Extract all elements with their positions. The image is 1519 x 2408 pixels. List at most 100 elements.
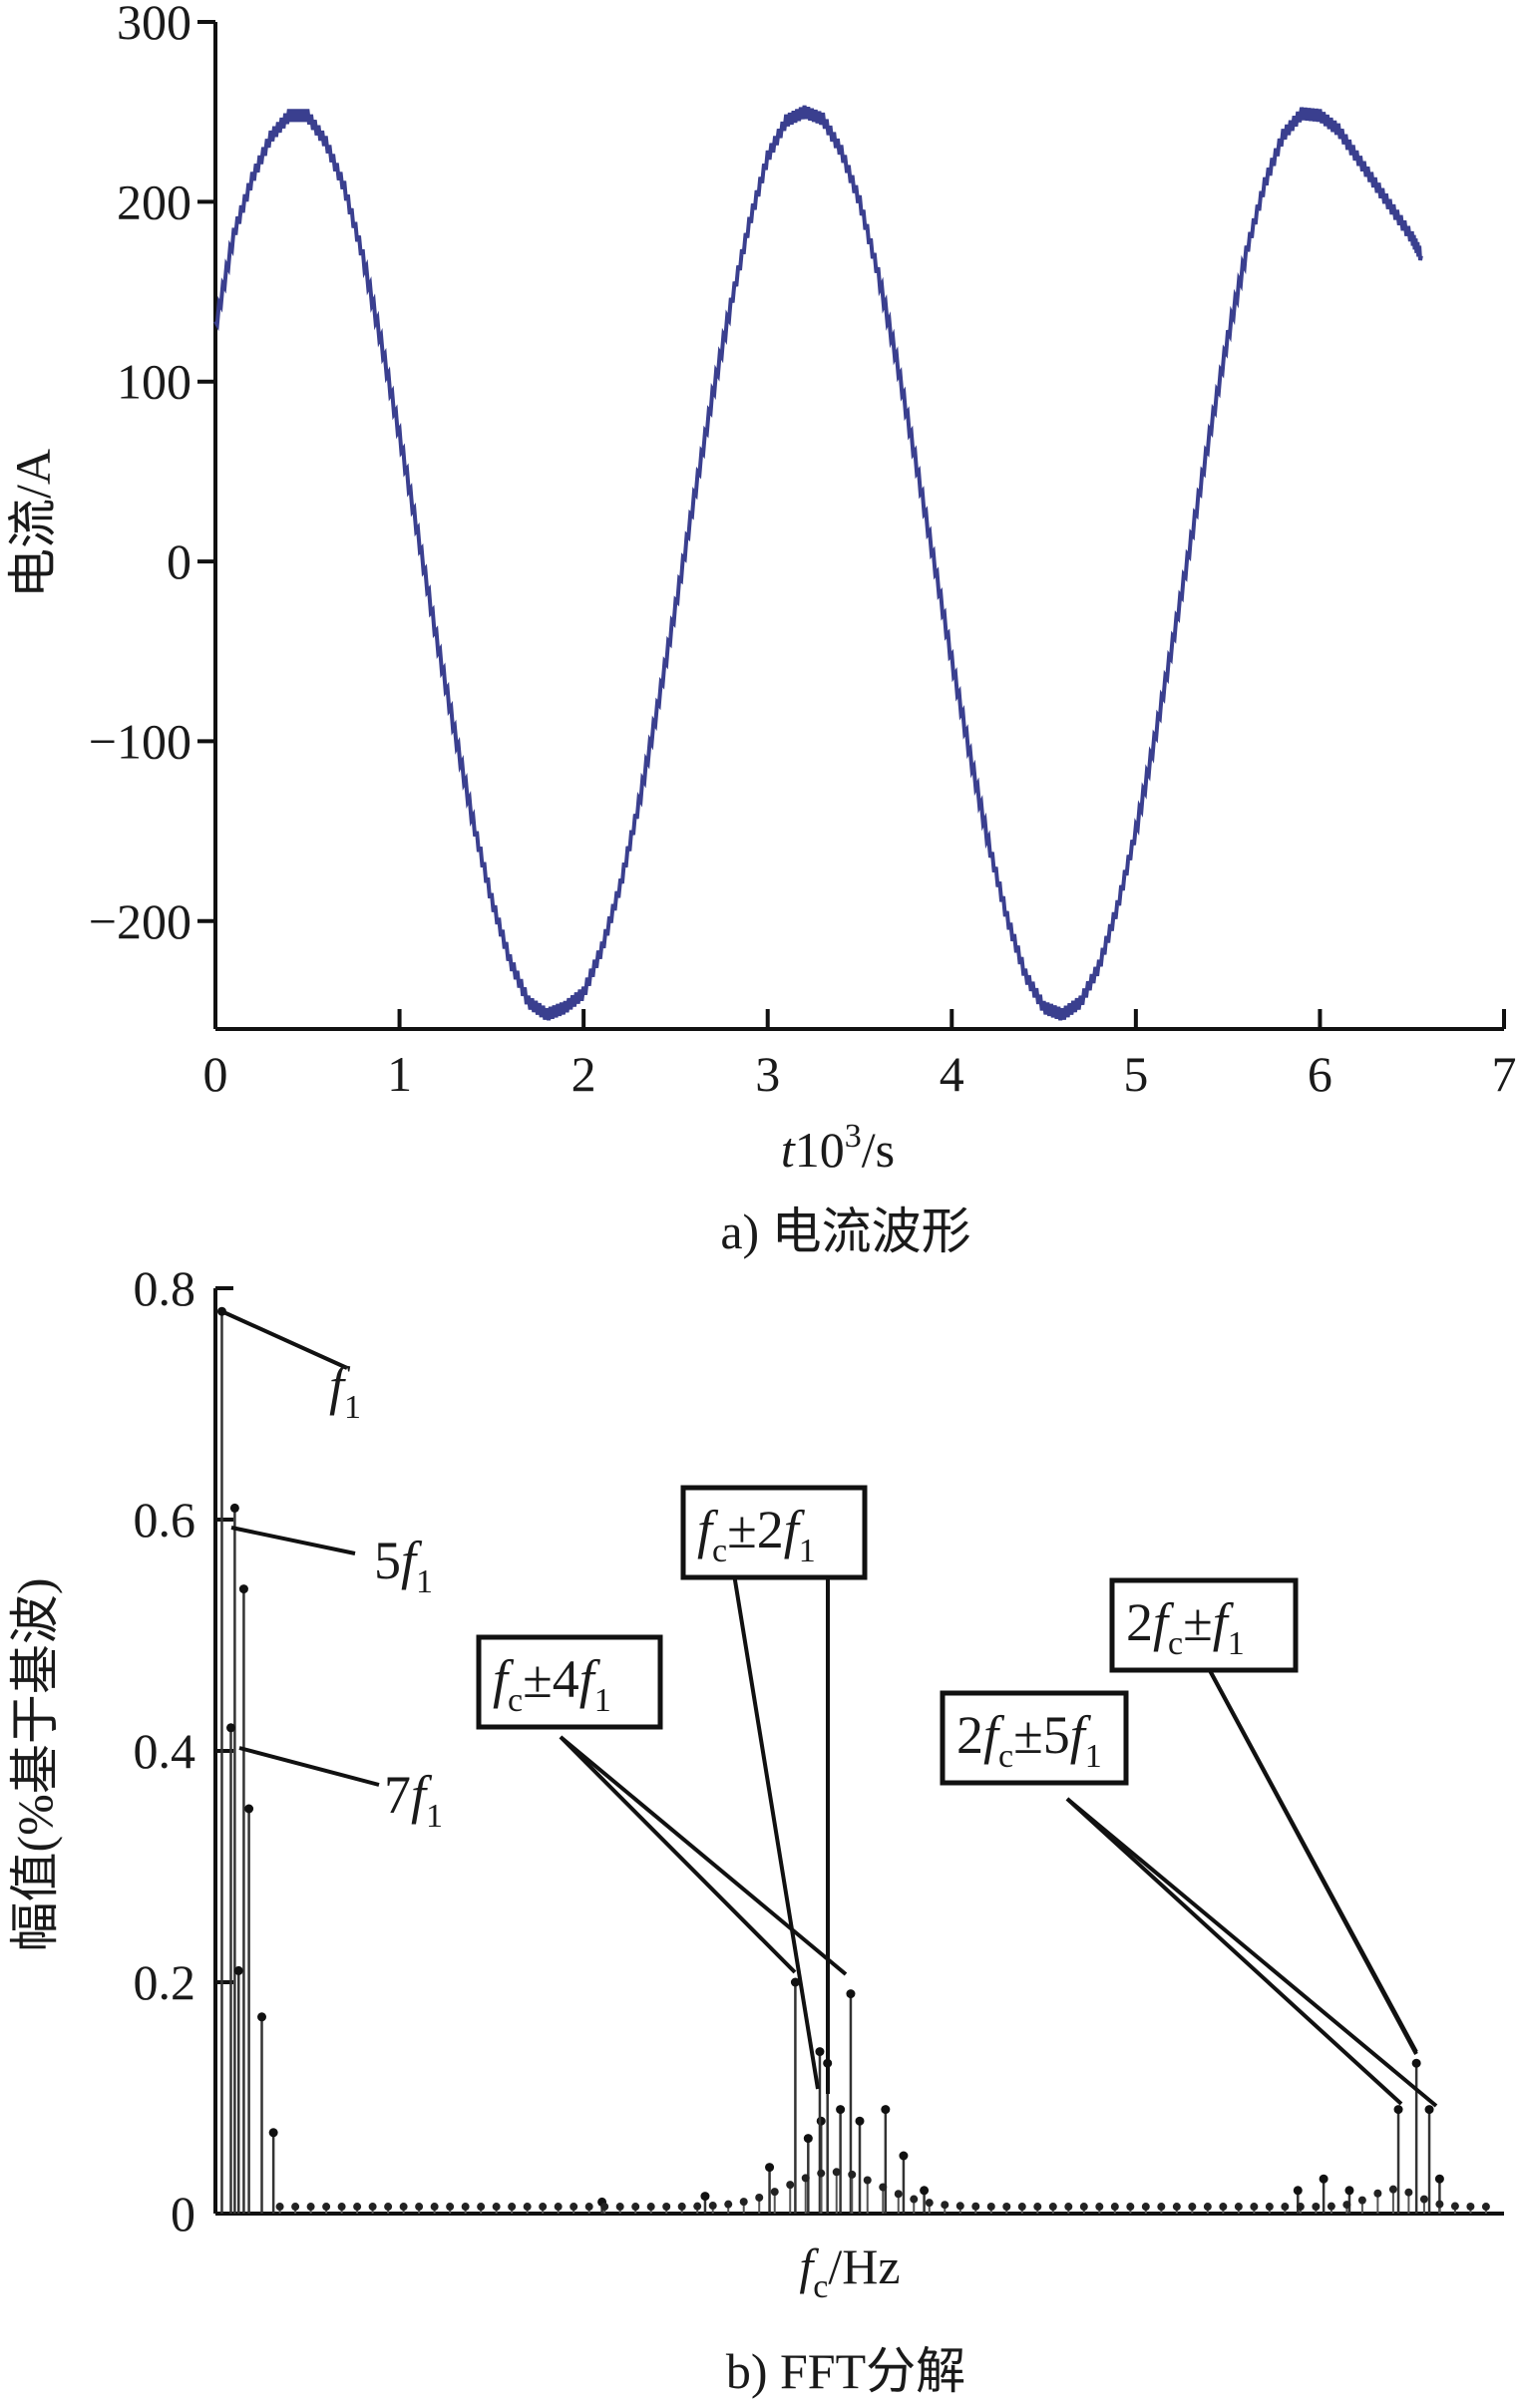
spectrum-bar-marker [1293, 2186, 1303, 2196]
noise-marker [1079, 2203, 1088, 2212]
noise-marker [1172, 2203, 1181, 2212]
noise-marker [910, 2195, 919, 2204]
noise-marker [879, 2183, 888, 2192]
annotation-label: 2fc±f1 [1126, 1592, 1245, 1662]
noise-marker [848, 2170, 857, 2179]
annotation-leader [559, 1735, 848, 1976]
spectrum-bar-marker [836, 2105, 846, 2115]
spectrum-bar-marker [1411, 2058, 1421, 2068]
panel-b-bars [216, 1306, 1444, 2214]
noise-marker [1373, 2189, 1382, 2198]
noise-marker [1250, 2203, 1259, 2212]
spectrum-bar-marker [1319, 2174, 1329, 2184]
y-tick-label: −200 [89, 893, 191, 949]
spectrum-bar-marker [229, 1503, 239, 1513]
panel-a-y-axis-label: 电流/A [5, 449, 61, 598]
annotation-box [680, 1485, 868, 1580]
noise-marker [1450, 2202, 1459, 2211]
panel-a-x-axis-label: t103/s [781, 1118, 895, 1178]
noise-marker [1002, 2203, 1011, 2212]
annotation-leader [230, 1526, 356, 1555]
panel-a-x-ticks: 0 1 2 3 4 5 6 7 [203, 1009, 1517, 1102]
panel-b-x-axis-label: fc/Hz [799, 2238, 900, 2305]
annotation-label: 5f1 [374, 1531, 433, 1600]
noise-marker [539, 2203, 548, 2212]
annotation-box [1109, 1577, 1299, 1673]
spectrum-bar-marker [1434, 2174, 1444, 2184]
noise-marker [817, 2169, 826, 2178]
spectrum-bar-marker [920, 2186, 930, 2196]
spectrum-bar-marker [765, 2163, 775, 2173]
noise-marker [1048, 2203, 1057, 2212]
y-tick-label: 0.4 [134, 1723, 196, 1779]
noise-marker [1188, 2203, 1197, 2212]
spectrum-bar-marker [790, 1977, 800, 1987]
panel-b-fft: 0.80.60.40.20 f15f17f1fc±4f1fc±2f12fc±5f… [7, 1260, 1504, 2399]
y-tick-label: 0.6 [134, 1492, 196, 1548]
annotation-leader [238, 1746, 380, 1787]
panel-b-caption: b) FFT分解 [726, 2343, 965, 2399]
noise-marker [1281, 2203, 1290, 2212]
annotation-leader [220, 1309, 348, 1370]
spectrum-bar-marker [226, 1723, 236, 1733]
noise-marker [1017, 2203, 1026, 2212]
noise-marker [1126, 2203, 1135, 2212]
panel-b-y-axis-label: 幅值(%基于基波) [7, 1578, 63, 1952]
noise-marker [708, 2202, 717, 2211]
spectrum-bar-marker [244, 1804, 254, 1814]
noise-marker [1312, 2202, 1321, 2211]
noise-marker [554, 2203, 563, 2212]
noise-marker [1110, 2203, 1119, 2212]
x-tick-label: 7 [1492, 1046, 1517, 1102]
noise-marker [786, 2181, 795, 2190]
noise-marker [415, 2203, 424, 2212]
panel-a-caption: a) 电流波形 [720, 1204, 970, 1259]
noise-marker [523, 2203, 532, 2212]
noise-marker [1141, 2203, 1150, 2212]
noise-marker [801, 2174, 810, 2183]
y-tick-label: 100 [117, 354, 191, 410]
spectrum-bar-marker [1344, 2186, 1354, 2196]
y-tick-label: −100 [89, 713, 191, 769]
noise-marker [832, 2168, 841, 2177]
noise-marker [1219, 2203, 1228, 2212]
noise-marker [584, 2203, 593, 2212]
noise-marker [446, 2203, 455, 2212]
noise-marker [662, 2202, 671, 2211]
spectrum-bar-marker [881, 2105, 891, 2115]
series-current-line [213, 105, 1423, 1021]
noise-marker [1095, 2203, 1104, 2212]
noise-marker [724, 2200, 733, 2209]
y-tick-label: 300 [117, 0, 191, 50]
noise-marker [1265, 2203, 1274, 2212]
noise-marker [1203, 2203, 1212, 2212]
noise-marker [353, 2203, 362, 2212]
noise-marker [863, 2176, 872, 2185]
annotation-leader [1065, 1797, 1438, 2108]
noise-marker [368, 2203, 377, 2212]
spectrum-bar-marker [1393, 2105, 1403, 2115]
noise-marker [693, 2202, 702, 2211]
spectrum-bar-marker [899, 2151, 909, 2161]
y-tick-label: 0 [167, 533, 191, 589]
annotation-leader [726, 1537, 820, 2090]
spectrum-bar-marker [700, 2192, 710, 2202]
x-tick-label: 6 [1308, 1046, 1332, 1102]
noise-marker [492, 2203, 501, 2212]
noise-marker [971, 2202, 980, 2211]
noise-marker [570, 2203, 578, 2212]
noise-marker [306, 2203, 315, 2212]
noise-marker [322, 2203, 331, 2212]
noise-marker [615, 2203, 624, 2212]
noise-marker [1357, 2196, 1366, 2205]
noise-marker [1157, 2203, 1166, 2212]
noise-marker [739, 2198, 748, 2207]
annotation-label: 2fc±5f1 [956, 1705, 1102, 1775]
annotation-label: 7f1 [384, 1765, 443, 1835]
spectrum-bar-marker [238, 1584, 248, 1594]
noise-marker [755, 2193, 764, 2202]
x-tick-label: 5 [1123, 1046, 1148, 1102]
